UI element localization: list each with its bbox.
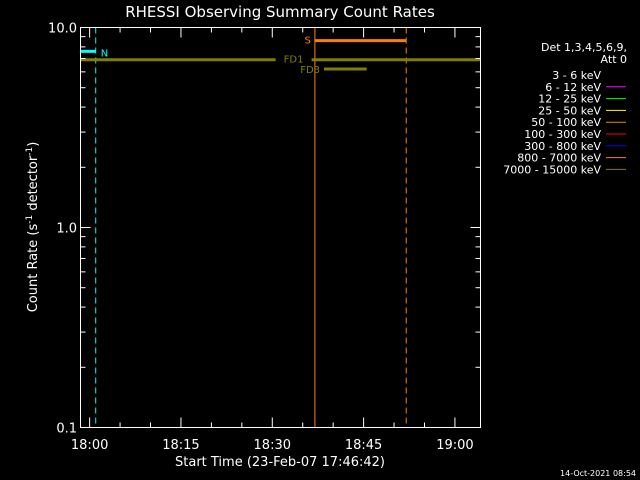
flag-boundary-lines: [80, 27, 481, 428]
legend-label: 50 - 100 keV: [531, 116, 601, 129]
legend-label: 100 - 300 keV: [524, 128, 601, 141]
x-axis-ticks: 18:00 18:15 18:30 18:45 19:00: [71, 27, 474, 453]
x-tick-label: 18:30: [254, 438, 291, 453]
timestamp: 14-Oct-2021 08:54: [560, 469, 636, 478]
flag-label-n-0: N: [101, 48, 108, 59]
legend-header-line-1: Det 1,3,4,5,6,9,: [541, 41, 627, 54]
plot-frame: [80, 27, 481, 428]
x-tick-label: 18:00: [71, 438, 108, 453]
chart-title: RHESSI Observing Summary Count Rates: [125, 3, 435, 21]
y-axis-ticks: 0.1 1.0 10.0: [48, 22, 481, 437]
legend-label: 800 - 7000 keV: [517, 152, 601, 165]
flag-label-s-2: S: [305, 36, 311, 47]
y-tick-label: 0.1: [56, 422, 77, 437]
y-tick-label: 1.0: [56, 222, 77, 237]
x-tick-label: 18:45: [345, 438, 382, 453]
legend-label: 7000 - 15000 keV: [503, 163, 601, 176]
flag-label-fd3-4: FD3: [300, 65, 320, 76]
legend-label: 25 - 50 keV: [538, 104, 601, 117]
legend-header-line-2: Att 0: [601, 53, 627, 66]
flag-label-fd1: FD1: [284, 55, 304, 66]
y-axis-label: Count Rate (s-1 detector-1): [25, 142, 41, 313]
legend-label: 6 - 12 keV: [545, 81, 601, 94]
legend-label: 300 - 800 keV: [524, 140, 601, 153]
x-tick-label: 19:00: [436, 438, 473, 453]
legend-label: 12 - 25 keV: [538, 93, 601, 106]
x-axis-label: Start Time (23-Feb-07 17:46:42): [175, 455, 385, 470]
legend-label: 3 - 6 keV: [552, 69, 601, 82]
y-tick-label: 10.0: [48, 22, 77, 37]
x-tick-label: 18:15: [162, 438, 199, 453]
